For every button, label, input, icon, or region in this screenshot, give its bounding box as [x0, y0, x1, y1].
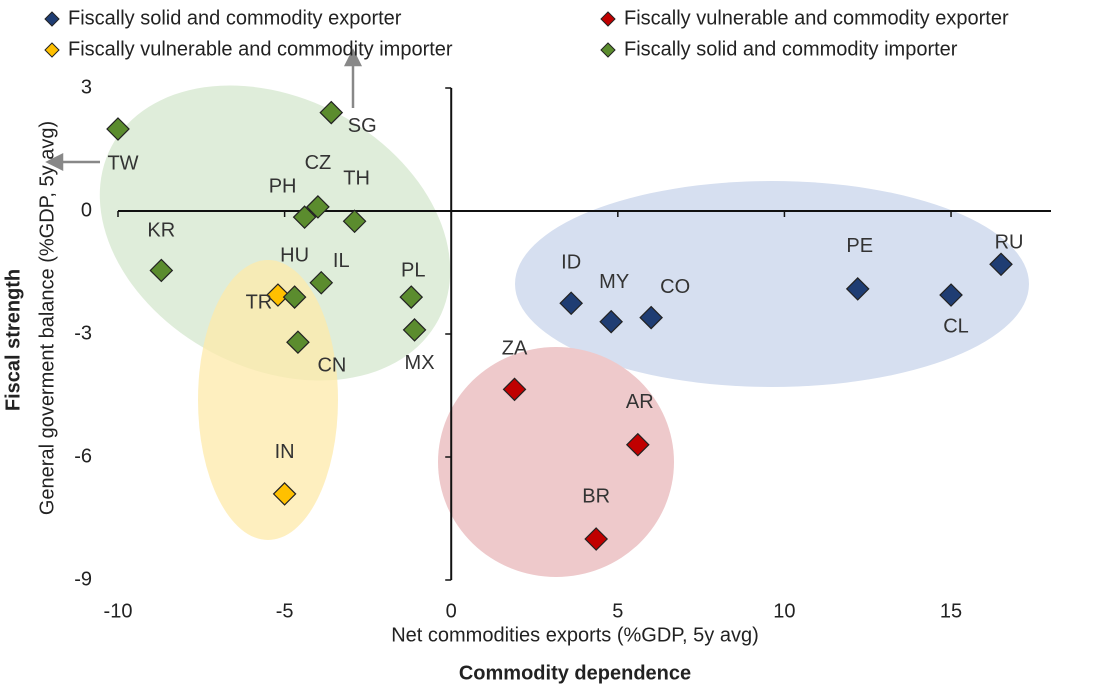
point-label: MX [405, 352, 435, 374]
y-tick-label: -3 [74, 322, 92, 344]
point [309, 270, 334, 295]
point [599, 309, 624, 334]
point-label: PH [269, 175, 297, 197]
y-tick-label: -9 [74, 568, 92, 590]
cluster-exporter-vulnerable [438, 347, 674, 577]
point-label: CL [943, 315, 969, 337]
y-axis-title: Fiscal strength [2, 269, 24, 411]
point [149, 258, 174, 283]
point [584, 527, 609, 551]
legend-marker [44, 42, 60, 58]
legend-label: Fiscally vulnerable and commodity export… [624, 7, 1009, 29]
x-tick-label: 5 [612, 600, 623, 622]
point-label: TW [107, 152, 138, 174]
x-axis-label: Net commodities exports (%GDP, 5y avg) [391, 624, 759, 646]
x-tick-label: -10 [104, 600, 133, 622]
point [286, 330, 310, 355]
point-label: TR [246, 291, 273, 313]
point [342, 209, 367, 234]
point-label: IN [275, 441, 295, 463]
clusters [99, 85, 1029, 577]
point-label: CZ [305, 152, 332, 174]
legend-label: Fiscally solid and commodity importer [624, 38, 958, 60]
cluster-importer-vulnerable [198, 260, 338, 540]
point [502, 377, 527, 402]
point [845, 277, 870, 301]
point-label: MY [599, 271, 629, 293]
point-label: IL [333, 250, 350, 272]
point-label: PL [401, 259, 425, 281]
point [402, 318, 427, 342]
point-label: ID [561, 252, 581, 274]
point-label: HU [280, 244, 309, 266]
point [282, 285, 307, 309]
point [106, 117, 130, 141]
x-tick-label: -5 [276, 600, 294, 622]
point-label: SG [348, 115, 377, 137]
point-label: AR [626, 391, 654, 413]
y-axis-label: General goverment balance (%GDP, 5y avg) [36, 121, 58, 515]
point [292, 205, 317, 229]
legend-marker [600, 42, 616, 58]
point-label: TH [343, 168, 370, 190]
y-tick-label: 3 [81, 76, 92, 98]
legend-marker [44, 11, 60, 27]
point [989, 252, 1013, 277]
arrow-head [45, 152, 64, 172]
y-tick-label: -6 [74, 445, 92, 467]
point [559, 291, 584, 316]
point-label: ZA [502, 338, 528, 360]
y-tick-label: 0 [81, 199, 92, 221]
point [306, 195, 330, 219]
point [639, 305, 663, 330]
point [399, 285, 424, 309]
legend-marker [600, 11, 616, 27]
x-tick-label: 15 [940, 600, 962, 622]
point [939, 283, 963, 307]
cluster-importer-solid [99, 85, 451, 381]
point-label: RU [995, 232, 1024, 254]
point-label: CN [317, 354, 346, 376]
x-axis-title: Commodity dependence [459, 662, 691, 684]
legend-label: Fiscally vulnerable and commodity import… [68, 38, 453, 60]
point [266, 283, 290, 307]
arrows [45, 48, 363, 172]
point [319, 100, 344, 125]
cluster-exporter-solid [515, 181, 1029, 387]
point-label: CO [660, 276, 690, 298]
arrow-head [343, 48, 363, 67]
x-tick-label: 0 [446, 600, 457, 622]
point-label: BR [582, 485, 610, 507]
x-tick-label: 10 [773, 600, 795, 622]
point-label: KR [147, 220, 175, 242]
point [625, 432, 650, 457]
point-label: PE [846, 235, 873, 257]
legend-label: Fiscally solid and commodity exporter [68, 7, 402, 29]
point [272, 482, 297, 506]
